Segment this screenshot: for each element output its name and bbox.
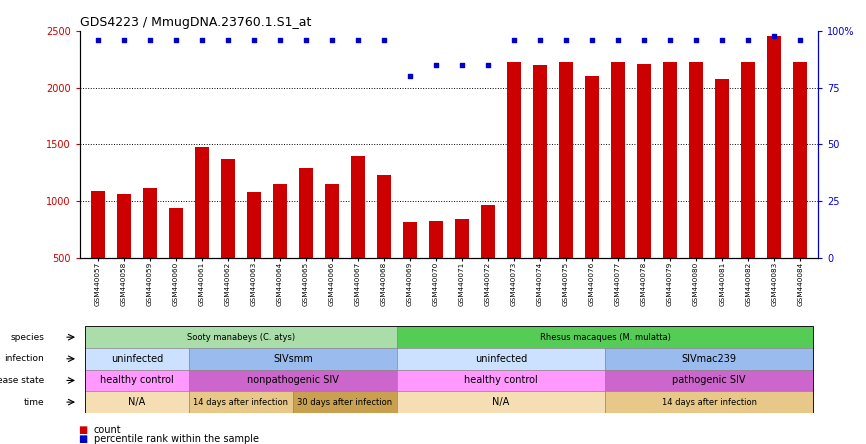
Bar [403, 222, 417, 314]
Bar [455, 219, 469, 314]
Point [247, 36, 261, 44]
Bar [585, 76, 599, 314]
Point [429, 62, 443, 69]
Point [533, 36, 547, 44]
Bar [351, 156, 365, 314]
Text: uninfected: uninfected [475, 354, 527, 364]
Point [117, 36, 131, 44]
Bar [325, 184, 339, 314]
Point [403, 73, 417, 80]
Point [377, 36, 391, 44]
Bar [117, 194, 131, 314]
Text: species: species [10, 333, 44, 342]
Point [169, 36, 183, 44]
Bar [397, 348, 605, 369]
Bar [605, 369, 813, 391]
Bar [689, 62, 703, 314]
Point [143, 36, 157, 44]
Text: Sooty manabeys (C. atys): Sooty manabeys (C. atys) [187, 333, 295, 342]
Text: Rhesus macaques (M. mulatta): Rhesus macaques (M. mulatta) [540, 333, 670, 342]
Bar [85, 348, 189, 369]
Point [221, 36, 235, 44]
Point [481, 62, 495, 69]
Bar [605, 391, 813, 413]
Text: 14 days after infection: 14 days after infection [662, 397, 757, 407]
Bar [299, 168, 313, 314]
Text: SIVmac239: SIVmac239 [682, 354, 737, 364]
Text: 30 days after infection: 30 days after infection [297, 397, 392, 407]
Point [767, 32, 781, 39]
Point [456, 62, 469, 69]
Bar [715, 79, 729, 314]
Bar [189, 369, 397, 391]
Text: infection: infection [4, 354, 44, 363]
Bar [293, 391, 397, 413]
Bar [533, 65, 547, 314]
Bar [767, 36, 781, 314]
Text: 14 days after infection: 14 days after infection [193, 397, 288, 407]
Bar [559, 62, 573, 314]
Text: ■: ■ [78, 434, 87, 444]
Point [507, 36, 521, 44]
Bar [85, 326, 813, 413]
Bar [195, 147, 209, 314]
Bar [429, 221, 443, 314]
Bar [85, 369, 189, 391]
Text: time: time [23, 397, 44, 407]
Text: nonpathogenic SIV: nonpathogenic SIV [247, 376, 339, 385]
Bar [189, 391, 293, 413]
Bar [397, 369, 605, 391]
Bar [91, 191, 105, 314]
Text: GDS4223 / MmugDNA.23760.1.S1_at: GDS4223 / MmugDNA.23760.1.S1_at [80, 16, 311, 28]
Point [299, 36, 313, 44]
Text: disease state: disease state [0, 376, 44, 385]
Point [793, 36, 807, 44]
Text: ■: ■ [78, 425, 87, 435]
Bar [377, 175, 391, 314]
Text: healthy control: healthy control [464, 376, 538, 385]
Point [559, 36, 573, 44]
Point [91, 36, 105, 44]
Bar [637, 64, 651, 314]
Text: SIVsmm: SIVsmm [273, 354, 313, 364]
Point [741, 36, 755, 44]
Bar [247, 192, 261, 314]
Bar [85, 391, 189, 413]
Text: N/A: N/A [493, 397, 510, 407]
Text: healthy control: healthy control [100, 376, 174, 385]
Point [585, 36, 599, 44]
Point [195, 36, 209, 44]
Point [715, 36, 729, 44]
Text: pathogenic SIV: pathogenic SIV [672, 376, 746, 385]
Text: N/A: N/A [128, 397, 145, 407]
Text: count: count [94, 425, 121, 435]
Bar [143, 188, 157, 314]
Point [663, 36, 677, 44]
Bar [605, 348, 813, 369]
Bar [273, 184, 288, 314]
Bar [793, 62, 807, 314]
Text: uninfected: uninfected [111, 354, 163, 364]
Point [689, 36, 703, 44]
Bar [397, 391, 605, 413]
Point [351, 36, 365, 44]
Bar [85, 326, 397, 348]
Bar [221, 159, 235, 314]
Bar [397, 326, 813, 348]
Text: percentile rank within the sample: percentile rank within the sample [94, 434, 259, 444]
Bar [611, 62, 625, 314]
Bar [741, 62, 755, 314]
Point [325, 36, 339, 44]
Point [273, 36, 287, 44]
Point [637, 36, 651, 44]
Bar [507, 62, 521, 314]
Bar [481, 206, 495, 314]
Bar [169, 208, 183, 314]
Bar [663, 62, 677, 314]
Point [611, 36, 625, 44]
Bar [189, 348, 397, 369]
